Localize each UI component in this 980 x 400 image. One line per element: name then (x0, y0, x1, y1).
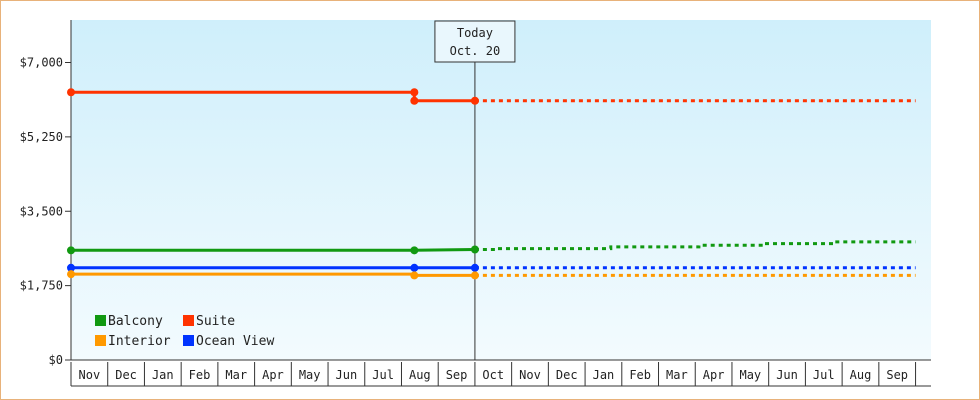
x-tick-label: May (299, 368, 321, 382)
legend-label-balcony: Balcony (108, 314, 163, 329)
y-tick-label: $7,000 (20, 56, 63, 70)
series-suite-point (67, 88, 75, 97)
series-lines (67, 88, 916, 280)
series-balcony-point (67, 246, 75, 255)
today-box (434, 20, 516, 63)
series-ocean-view (67, 263, 916, 272)
series-interior-point (67, 270, 75, 279)
x-tick-label: Dec (115, 368, 137, 382)
x-tick-label: Sep (446, 368, 468, 382)
series-balcony (67, 240, 916, 255)
series-ocean-view-point (470, 263, 479, 272)
x-tick-label: Feb (189, 368, 211, 382)
legend-label-ocean-view: Ocean View (196, 334, 274, 349)
today-marker: Today Oct. 20 (434, 20, 516, 360)
plot-background (71, 20, 931, 360)
series-interior-point (410, 271, 419, 280)
series-suite-actual-line (71, 90, 475, 103)
x-tick-label: Aug (850, 368, 872, 382)
series-ocean-view-point (410, 263, 419, 272)
x-tick-label: Nov (79, 368, 101, 382)
y-tick-label: $5,250 (20, 130, 63, 144)
series-balcony-point (470, 245, 479, 254)
today-date: Oct. 20 (450, 44, 501, 58)
x-tick-label: Apr (262, 368, 284, 382)
series-suite (67, 88, 916, 105)
y-tick-label: $1,750 (20, 279, 63, 293)
x-tick-label: Jun (776, 368, 798, 382)
x-tick-label: Feb (629, 368, 651, 382)
x-tick-label: May (739, 368, 761, 382)
legend: Balcony Suite Interior Ocean View (95, 314, 274, 349)
legend-swatch-ocean-view (183, 335, 194, 346)
x-tick-label: Apr (703, 368, 725, 382)
series-suite-point (470, 96, 479, 105)
x-tick-label: Oct (482, 368, 504, 382)
x-tick-label: Jul (813, 368, 835, 382)
x-tick-label: Dec (556, 368, 578, 382)
series-suite-point (410, 96, 419, 105)
y-tick-label: $0 (49, 353, 63, 367)
x-tick-label: Mar (666, 368, 688, 382)
x-tick-label: Jul (372, 368, 394, 382)
y-tick-label: $3,500 (20, 204, 63, 218)
today-label: Today (457, 26, 493, 40)
x-tick-label: Aug (409, 368, 431, 382)
series-interior (67, 270, 916, 280)
x-tick-label: Jun (336, 368, 358, 382)
series-balcony-forecast-line (474, 240, 916, 251)
series-interior-point (470, 271, 479, 280)
series-ocean-view-point (67, 263, 75, 272)
legend-label-interior: Interior (108, 334, 171, 349)
x-tick-label: Jan (152, 368, 174, 382)
x-tick-label: Sep (886, 368, 908, 382)
x-axis: Nov Dec Jan Feb Mar Apr May Jun Jul Aug Sep Oct Nov D… (70, 359, 931, 387)
legend-swatch-balcony (95, 315, 106, 326)
legend-label-suite: Suite (196, 314, 235, 329)
x-tick-label: Nov (519, 368, 541, 382)
y-axis: $0 $1,750 $3,500 $5,250 $7,000 (20, 20, 72, 367)
series-balcony-point (410, 246, 419, 255)
series-suite-point (410, 88, 419, 97)
legend-swatch-suite (183, 315, 194, 326)
legend-swatch-interior (95, 335, 106, 346)
x-tick-label: Jan (593, 368, 615, 382)
x-tick-label: Mar (225, 368, 247, 382)
